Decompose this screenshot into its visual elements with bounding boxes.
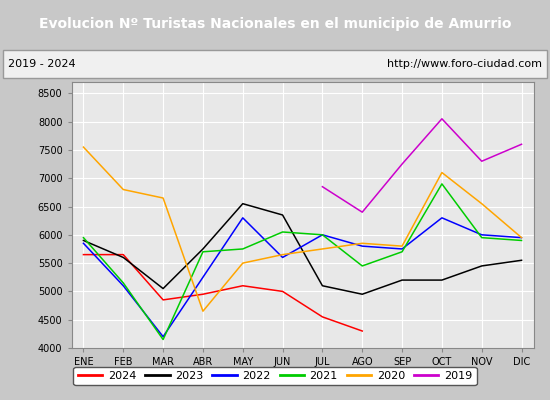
Legend: 2024, 2023, 2022, 2021, 2020, 2019: 2024, 2023, 2022, 2021, 2020, 2019 [74,366,476,386]
Text: Evolucion Nº Turistas Nacionales en el municipio de Amurrio: Evolucion Nº Turistas Nacionales en el m… [39,17,512,31]
Text: 2019 - 2024: 2019 - 2024 [8,59,76,69]
Text: http://www.foro-ciudad.com: http://www.foro-ciudad.com [387,59,542,69]
